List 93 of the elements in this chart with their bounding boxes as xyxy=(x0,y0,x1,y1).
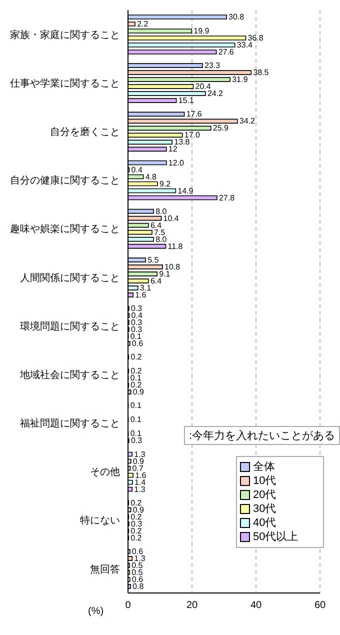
data-label: 0.5 xyxy=(132,560,144,570)
data-label: 17.0 xyxy=(184,130,201,140)
data-label: 15.1 xyxy=(178,96,194,106)
data-label: 31.9 xyxy=(232,75,248,84)
data-label: 0.2 xyxy=(130,533,142,542)
data-label: 0.4 xyxy=(131,311,143,320)
y-tick-label: 無回答 xyxy=(90,563,120,576)
y-tick-label: 家族・家庭に関すること xyxy=(10,28,120,41)
data-label: 9.1 xyxy=(159,269,171,278)
y-tick-label: 環境問題に関すること xyxy=(20,320,120,332)
data-label: 0.3 xyxy=(130,436,143,446)
y-tick-label: 趣味や娯楽に関すること xyxy=(10,223,120,236)
data-label: 7.5 xyxy=(154,228,166,237)
y-tick-label: 自分の健康に関すること xyxy=(10,174,120,187)
x-tick-label: 40 xyxy=(250,600,262,612)
data-label: 17.6 xyxy=(186,110,202,119)
data-label: 11.8 xyxy=(168,242,184,251)
data-label: 0.3 xyxy=(130,519,143,528)
y-tick-label: 福祉問題に関すること xyxy=(20,418,120,430)
data-label: 1.3 xyxy=(134,554,146,563)
data-label: 5.5 xyxy=(148,255,160,264)
data-label: 0.2 xyxy=(130,526,142,536)
data-label: 0.2 xyxy=(130,352,142,362)
annotation: :今年力を入れたいことがある xyxy=(184,426,340,445)
data-label: 27.6 xyxy=(218,48,234,56)
data-label: 20.4 xyxy=(195,82,212,92)
data-label: 0.1 xyxy=(130,374,142,383)
data-label: 1.4 xyxy=(134,478,146,487)
data-label: 0.6 xyxy=(132,574,144,584)
data-label: 0.1 xyxy=(130,401,142,410)
data-label: 36.8 xyxy=(248,34,264,42)
data-label: 10.8 xyxy=(164,262,181,272)
data-label: 25.9 xyxy=(212,124,229,133)
data-label: 3.1 xyxy=(140,283,152,292)
data-label: 0.6 xyxy=(132,546,144,556)
data-label: 0.8 xyxy=(132,582,144,591)
y-tick-label: 自分を磨くこと xyxy=(50,126,120,138)
data-label: 0.2 xyxy=(130,498,142,508)
y-tick-label: 地域社会に関すること xyxy=(19,368,120,381)
data-label: 19.9 xyxy=(194,26,210,36)
data-label: 0.2 xyxy=(130,366,142,376)
data-label: 38.5 xyxy=(253,68,270,78)
data-label: 0.6 xyxy=(132,339,144,348)
data-label: 0.9 xyxy=(132,456,145,466)
data-label: 2.2 xyxy=(137,20,149,28)
data-label: 34.2 xyxy=(239,116,256,126)
data-label: 0.1 xyxy=(130,332,142,341)
data-label: 8.0 xyxy=(156,206,168,216)
data-label: 27.8 xyxy=(218,193,236,202)
data-label: 14.9 xyxy=(178,186,194,196)
data-label: 12 xyxy=(168,144,178,154)
x-tick-label: 20 xyxy=(186,600,198,612)
data-label: 12.0 xyxy=(168,158,185,168)
legend-label: 30代 xyxy=(252,502,278,516)
legend-label: 50代以上 xyxy=(252,530,300,544)
data-label: 1.3 xyxy=(134,450,146,459)
data-label: 13.8 xyxy=(174,138,190,147)
data-label: 4.8 xyxy=(145,172,158,182)
data-label: 6.4 xyxy=(150,276,162,286)
data-label: 0.2 xyxy=(130,512,142,522)
data-label: 30.8 xyxy=(228,12,245,22)
data-label: 9.2 xyxy=(159,179,172,188)
y-tick-label: 特にない xyxy=(80,514,120,527)
data-label: 0.3 xyxy=(130,325,143,334)
data-label: 0.4 xyxy=(131,165,143,174)
legend-label: 全体 xyxy=(252,460,276,474)
data-label: 23.3 xyxy=(204,61,221,70)
legend-label: 40代 xyxy=(252,516,278,530)
data-label: 0.3 xyxy=(130,318,143,327)
data-label: 0.9 xyxy=(132,388,145,397)
legend-label: 10代 xyxy=(252,474,278,488)
x-tick-label: 0 xyxy=(125,600,132,612)
legend-label: 20代 xyxy=(252,488,278,502)
data-label: 1.3 xyxy=(134,484,146,494)
data-label: 0.1 xyxy=(130,429,142,438)
data-label: 6.4 xyxy=(150,220,162,230)
y-tick-label: 仕事や学業に関すること xyxy=(10,77,120,90)
data-label: 0.1 xyxy=(130,415,142,424)
y-tick-label: その他 xyxy=(90,466,120,478)
data-label: 10.4 xyxy=(163,214,180,223)
y-tick-label: 人間関係に関すること xyxy=(20,272,120,284)
data-label: 1.6 xyxy=(135,470,147,480)
data-label: 1.6 xyxy=(135,290,147,300)
x-axis-title: (%) xyxy=(88,606,104,617)
data-label: 0.9 xyxy=(132,505,145,514)
data-label: 8.0 xyxy=(156,234,168,244)
data-label: 24.2 xyxy=(207,89,224,98)
data-label: 0.5 xyxy=(132,568,144,577)
data-label: 0.7 xyxy=(132,464,144,473)
data-label: 33.4 xyxy=(236,40,253,50)
x-tick-label: 60 xyxy=(314,600,326,612)
data-label: 0.3 xyxy=(130,304,143,313)
data-label: 0.2 xyxy=(130,380,142,390)
